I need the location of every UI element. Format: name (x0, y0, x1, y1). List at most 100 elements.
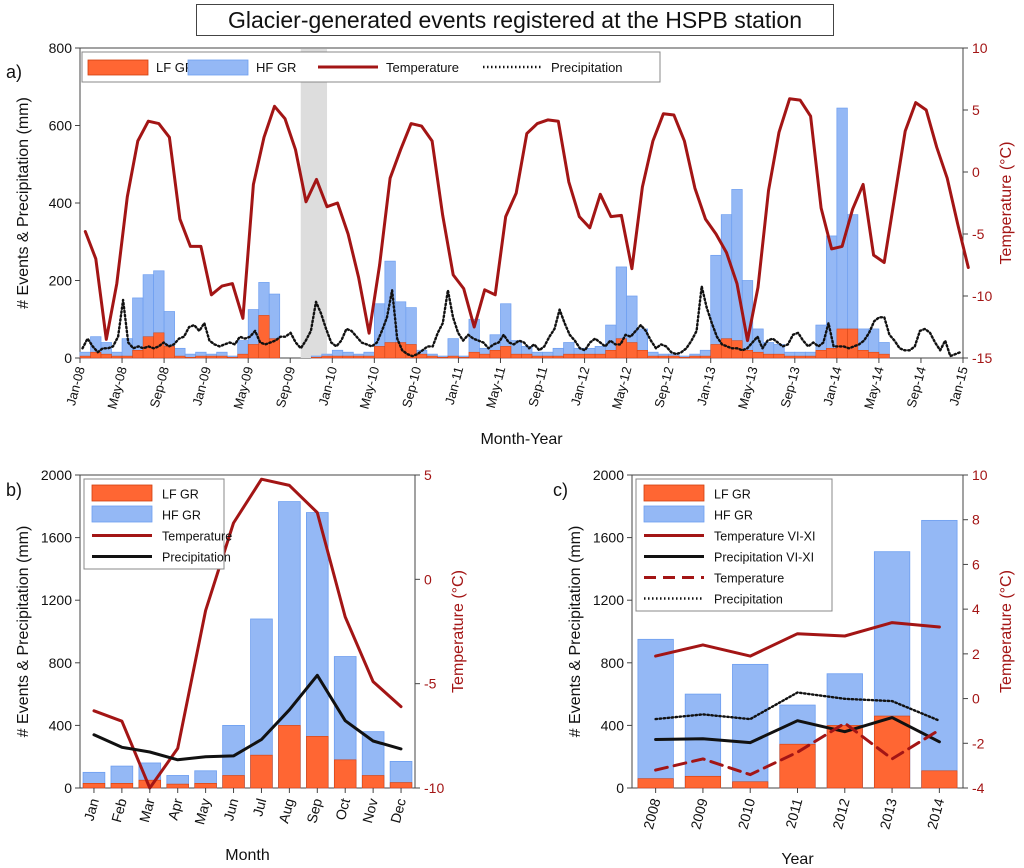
x-tick-label-c: 2009 (687, 796, 711, 830)
y-tick-label-c: 2000 (593, 467, 624, 483)
x-tick-label-c: 2008 (640, 796, 664, 830)
y2-axis-label-b: Temperature (°C) (450, 570, 467, 693)
bar-lf (636, 350, 648, 359)
precipitation-line (654, 691, 941, 722)
x-tick-label-a: Sep-13 (777, 365, 802, 409)
bar-lf (552, 355, 564, 359)
bar-lf (773, 353, 785, 359)
x-tick-label-b: Jun (220, 797, 241, 823)
bar-lf (542, 355, 554, 359)
legend-label: LF GR (714, 488, 751, 502)
x-tick-label-b: Jan (81, 797, 102, 823)
legend-label: Precipitation (162, 551, 231, 565)
x-tick-label-a: Sep-12 (651, 365, 676, 409)
bar-lf (334, 759, 357, 789)
y2-tick-label-b: 0 (424, 571, 432, 587)
bar-lf (184, 356, 196, 359)
bar-lf (405, 344, 417, 359)
bar-lf (815, 350, 827, 359)
bar-lf (563, 353, 575, 359)
legend-swatch (91, 484, 153, 502)
x-tick-label-c: 2010 (735, 796, 759, 830)
bar-lf (110, 783, 134, 789)
y-tick-label-b: 2000 (41, 467, 72, 483)
figure-title: Glacier-generated events registered at t… (196, 4, 834, 36)
bar-lf (826, 348, 838, 359)
y2-tick-label-b: -10 (424, 780, 444, 796)
x-tick-label-c: 2011 (782, 796, 805, 829)
y-axis-label-a: # Events & Precipitation (mm) (15, 97, 32, 309)
bar-lf (500, 346, 512, 359)
temperature-vi-xi-line (654, 621, 941, 658)
x-tick-label-a: Jan-13 (694, 365, 719, 407)
legend-swatch (643, 505, 705, 523)
legend-swatch (643, 484, 705, 502)
x-tick-label-a: Sep-11 (525, 365, 550, 408)
y-tick-label-b: 800 (49, 655, 73, 671)
x-tick-label-a: May-11 (483, 365, 508, 410)
bar-lf (857, 350, 869, 359)
bar-lf (637, 778, 674, 789)
bar-lf (668, 355, 680, 359)
y2-tick-label-c: 4 (972, 601, 980, 617)
x-tick-label-a: May-14 (861, 365, 887, 411)
bar-lf (121, 355, 133, 359)
bar-lf (678, 356, 690, 359)
bar-lf (573, 353, 585, 359)
chart-panel-c: 0 400 800 1200 1600 2000 -4 -2 0 2 4 6 8 10 # Events &… (567, 467, 1015, 868)
legend-label: Temperature (714, 572, 784, 586)
bar-hf (710, 254, 722, 359)
bar-lf (163, 346, 175, 359)
y2-tick-label-a: -5 (972, 226, 985, 242)
bar-hf (921, 519, 958, 789)
bar-lf (605, 350, 617, 359)
y-tick-label-c: 800 (601, 655, 625, 671)
shaded-span (300, 49, 328, 358)
bar-hf (447, 338, 459, 359)
bar-hf (825, 235, 838, 359)
x-tick-label-a: Sep-10 (399, 365, 424, 409)
y2-tick-label-a: 5 (972, 102, 980, 118)
bar-lf (752, 351, 764, 359)
bar-lf (868, 351, 880, 359)
legend-label: Precipitation VI-XI (714, 551, 814, 565)
y-tick-label-a: 800 (49, 40, 73, 56)
bar-lf (647, 355, 659, 359)
panel-label-a: a) (6, 62, 23, 82)
bar-lf (226, 356, 238, 359)
bar-lf (710, 344, 722, 359)
x-tick-label-a: Sep-08 (147, 365, 172, 409)
bar-lf (278, 725, 301, 789)
y-tick-label-c: 0 (616, 780, 624, 796)
bar-lf (489, 350, 501, 359)
bar-lf (389, 782, 413, 789)
legend-label: HF GR (162, 509, 201, 523)
bar-lf (874, 715, 911, 789)
bar-lf (784, 355, 796, 359)
bar-lf (90, 351, 102, 359)
y2-tick-label-c: 6 (972, 556, 980, 572)
y2-tick-label-a: 0 (972, 164, 980, 180)
bar-lf (531, 355, 543, 359)
bar-lf (321, 355, 333, 359)
y2-axis-label-c: Temperature (°C) (998, 570, 1015, 693)
bar-lf (426, 355, 438, 359)
y-tick-label-b: 1600 (41, 530, 72, 546)
x-tick-label-b: Jul (249, 797, 269, 818)
x-tick-label-c: 2013 (876, 796, 900, 830)
x-tick-label-a: Jan-15 (946, 365, 971, 407)
bar-lf (237, 353, 249, 359)
bar-hf (637, 638, 674, 789)
legend-label: Temperature (162, 530, 232, 544)
bar-lf (521, 353, 533, 359)
bar-lf (805, 355, 817, 359)
temperature-line (654, 721, 941, 777)
bar-lf (742, 350, 754, 359)
bar-lf (132, 350, 144, 359)
x-tick-label-b: Nov (359, 797, 381, 825)
x-tick-label-b: May (191, 797, 213, 827)
bar-lf (626, 342, 638, 359)
bar-lf (342, 355, 354, 359)
x-tick-label-a: May-10 (357, 365, 383, 411)
